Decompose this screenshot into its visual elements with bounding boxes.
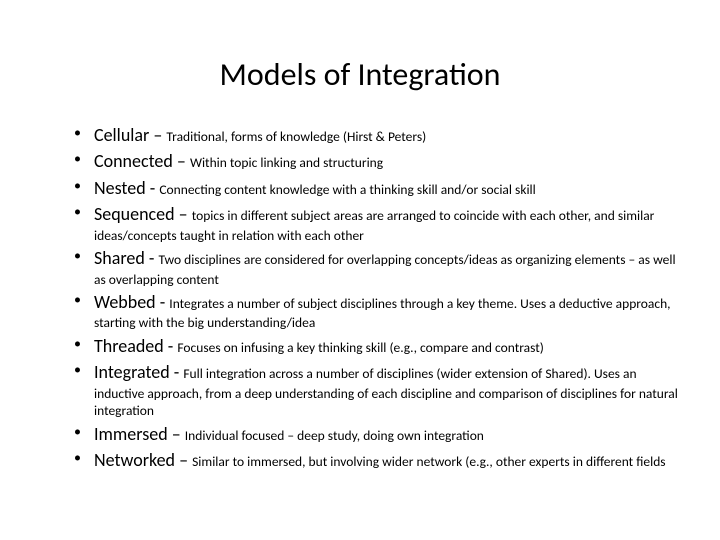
separator: - xyxy=(145,247,159,269)
separator: – xyxy=(173,150,190,172)
term: Connected xyxy=(94,150,173,172)
list-item: Immersed – Individual focused – deep stu… xyxy=(70,423,680,446)
list-item: Nested - Connecting content knowledge wi… xyxy=(70,177,680,200)
separator: – xyxy=(168,423,185,445)
description: Focuses on infusing a key thinking skill… xyxy=(177,339,544,356)
term: Webbed xyxy=(94,291,156,313)
slide-title: Models of Integration xyxy=(40,55,680,94)
term: Immersed xyxy=(94,423,168,445)
description: Traditional, forms of knowledge (Hirst &… xyxy=(166,128,426,145)
term: Networked xyxy=(94,449,175,471)
description: Similar to immersed, but involving wider… xyxy=(192,453,665,470)
description: Two disciplines are considered for overl… xyxy=(94,251,676,287)
separator: - xyxy=(170,361,184,383)
model-list: Cellular – Traditional, forms of knowled… xyxy=(40,124,680,473)
term: Cellular xyxy=(94,124,149,146)
list-item: Webbed - Integrates a number of subject … xyxy=(70,291,680,332)
list-item: Cellular – Traditional, forms of knowled… xyxy=(70,124,680,147)
list-item: Connected – Within topic linking and str… xyxy=(70,150,680,173)
separator: – xyxy=(149,124,166,146)
term: Threaded xyxy=(94,335,168,357)
description: Connecting content knowledge with a thin… xyxy=(159,181,535,198)
separator: - xyxy=(146,177,160,199)
description: Within topic linking and structuring xyxy=(190,154,383,171)
list-item: Shared - Two disciplines are considered … xyxy=(70,247,680,288)
list-item: Networked – Similar to immersed, but inv… xyxy=(70,449,680,472)
description: Individual focused – deep study, doing o… xyxy=(185,427,484,444)
separator: - xyxy=(168,335,178,357)
separator: - xyxy=(156,291,170,313)
term: Shared xyxy=(94,247,145,269)
list-item: Sequenced – topics in different subject … xyxy=(70,203,680,244)
term: Sequenced xyxy=(94,203,175,225)
term: Nested xyxy=(94,177,146,199)
slide: Models of Integration Cellular – Traditi… xyxy=(0,0,720,540)
separator: – xyxy=(175,203,192,225)
list-item: Integrated - Full integration across a n… xyxy=(70,361,680,419)
description: Integrates a number of subject disciplin… xyxy=(94,295,671,331)
list-item: Threaded - Focuses on infusing a key thi… xyxy=(70,335,680,358)
term: Integrated xyxy=(94,361,170,383)
separator: – xyxy=(175,449,192,471)
